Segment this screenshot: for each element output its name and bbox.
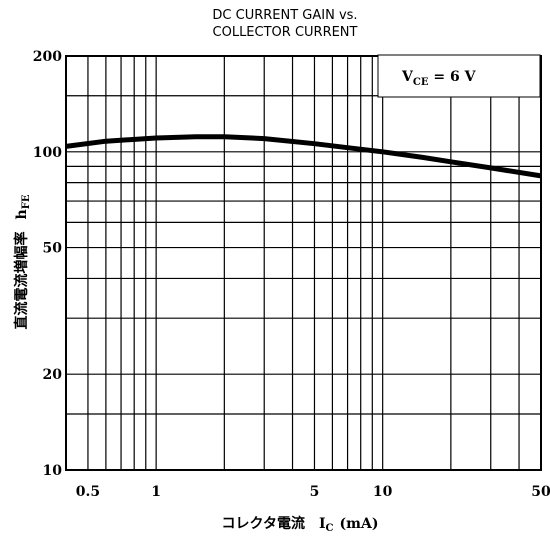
x-tick-label: 0.5 xyxy=(76,484,100,500)
legend-box-frame xyxy=(377,54,541,98)
y-tick-label: 10 xyxy=(43,463,63,479)
x-axis-label: コレクタ電流 IC (mA) xyxy=(222,515,379,534)
y-axis-label-symbol: h xyxy=(14,209,30,219)
x-tick-label: 5 xyxy=(310,484,320,500)
y-tick-label: 200 xyxy=(33,49,62,65)
x-axis-label-subscript: C xyxy=(326,523,334,534)
x-tick-labels: 0.5 1 5 10 50 xyxy=(76,484,550,500)
x-tick-label: 50 xyxy=(531,484,550,500)
chart-title-line-2: COLLECTOR CURRENT xyxy=(213,25,358,40)
vce-annotation: VCE = 6 V xyxy=(401,69,477,88)
y-tick-label: 100 xyxy=(33,145,62,161)
x-axis-label-unit: (mA) xyxy=(340,516,379,532)
x-axis-label-symbol: I xyxy=(319,516,326,532)
y-axis-label-subscript: FE xyxy=(21,194,32,209)
vce-subscript: CE xyxy=(413,77,429,88)
x-tick-label: 1 xyxy=(151,484,161,500)
y-tick-labels: 10 20 50 100 200 xyxy=(33,49,62,479)
y-axis-label-jp: 直流電流増幅率 xyxy=(13,231,30,329)
series-layer xyxy=(65,134,542,179)
chart-title-line-1: DC CURRENT GAIN vs. xyxy=(212,8,357,23)
vce-symbol: V xyxy=(401,69,414,85)
vce-value: = 6 V xyxy=(428,69,476,85)
legend-box: VCE = 6 V xyxy=(377,54,541,98)
series-line xyxy=(65,134,542,179)
y-axis-label: 直流電流増幅率 hFE xyxy=(13,194,32,329)
x-tick-label: 10 xyxy=(373,484,393,500)
y-tick-label: 20 xyxy=(43,367,63,383)
x-axis-label-jp: コレクタ電流 xyxy=(222,515,305,532)
plot-frame xyxy=(65,55,542,471)
gridlines xyxy=(66,55,542,471)
y-tick-label: 50 xyxy=(43,241,63,257)
